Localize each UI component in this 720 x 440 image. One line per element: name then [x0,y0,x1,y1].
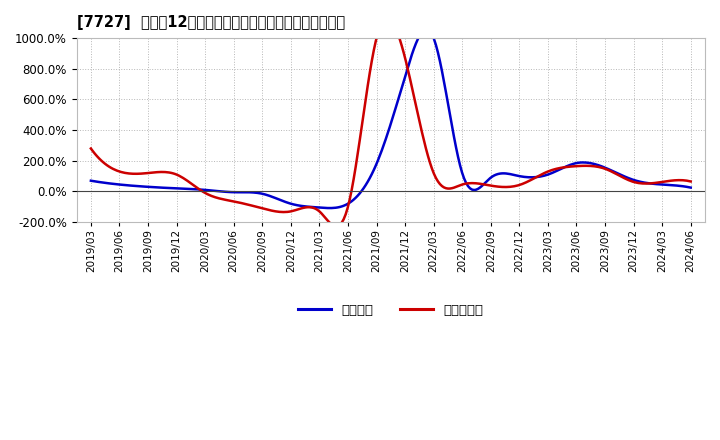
当期純利益 [446,186,454,191]
Line: 当期純利益: 当期純利益 [91,18,690,226]
当期純利益 [86,146,95,151]
Line: 経常利益: 経常利益 [91,29,690,208]
当期純利益 [596,165,605,170]
経常利益 [446,112,454,117]
経常利益 [634,179,643,184]
経常利益 [89,178,97,183]
当期純利益 [448,186,456,191]
経常利益 [596,163,605,169]
当期純利益 [384,15,392,21]
当期純利益 [458,182,467,187]
当期純利益 [686,179,695,184]
Text: [7727]  利益だ12か月移動合計の対前年同期増減率の推移: [7727] 利益だ12か月移動合計の対前年同期増減率の推移 [76,15,345,30]
当期純利益 [89,149,97,154]
経常利益 [458,170,467,175]
経常利益 [86,178,95,183]
当期純利益 [331,224,340,229]
経常利益 [422,27,431,32]
経常利益 [325,205,334,211]
Legend: 経常利益, 当期純利益: 経常利益, 当期純利益 [293,299,489,322]
経常利益 [448,124,456,129]
経常利益 [686,185,695,190]
当期純利益 [634,180,643,186]
